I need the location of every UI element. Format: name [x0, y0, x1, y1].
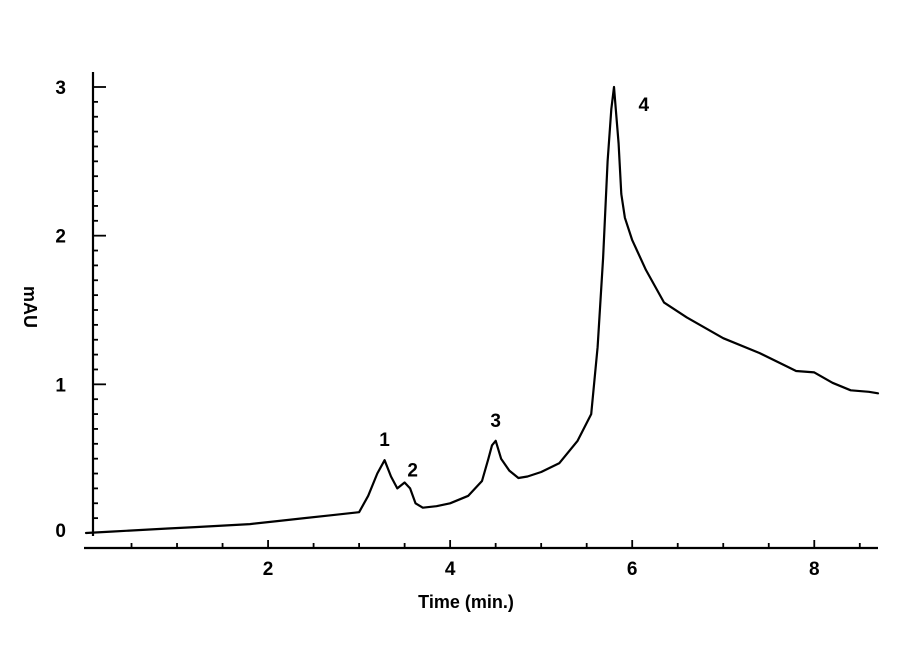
peak-label: 3 — [490, 411, 501, 432]
y-tick-label: 1 — [55, 375, 66, 396]
peak-label: 1 — [379, 430, 390, 451]
y-tick-label: 2 — [55, 227, 66, 248]
x-axis-title: Time (min.) — [418, 592, 514, 612]
y-axis-title: mAU — [20, 286, 40, 328]
axes — [84, 72, 878, 550]
y-tick-label: 0 — [55, 521, 66, 542]
x-tick-label: 8 — [809, 559, 820, 580]
peak-label: 4 — [639, 95, 650, 116]
chromatogram-trace — [84, 85, 880, 535]
peak-labels: 12 3 4 — [379, 95, 649, 481]
x-tick-label: 4 — [445, 559, 456, 580]
y-tick-label: 3 — [55, 78, 66, 99]
x-tick-label: 6 — [627, 559, 638, 580]
x-tick-label: 2 — [263, 559, 274, 580]
ticks — [93, 86, 861, 548]
trace-layer — [84, 85, 880, 535]
peak-label: 2 — [407, 460, 418, 481]
